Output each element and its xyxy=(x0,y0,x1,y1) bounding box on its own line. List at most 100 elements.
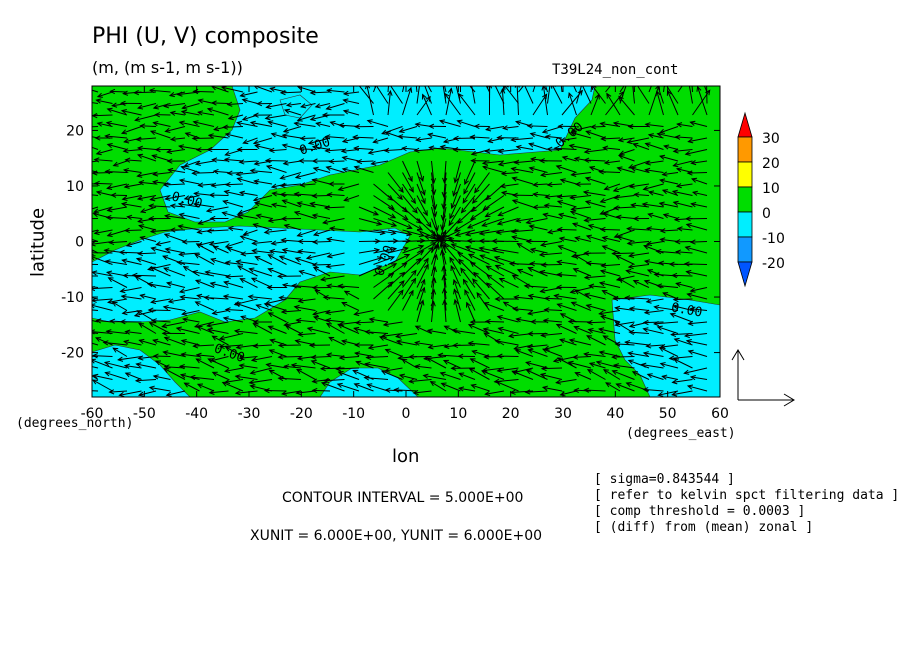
wind-vector-head xyxy=(661,189,668,195)
wind-vector-head xyxy=(209,215,216,222)
wind-vector xyxy=(107,229,128,237)
wind-vector xyxy=(364,377,389,380)
wind-vector-head xyxy=(476,66,480,71)
wind-vector xyxy=(676,282,693,288)
wind-vector-head xyxy=(544,295,550,302)
wind-vector xyxy=(691,160,708,164)
wind-vector xyxy=(137,195,157,200)
wind-vector-head xyxy=(193,202,200,208)
wind-vector-head xyxy=(612,295,619,302)
wind-vector xyxy=(510,263,534,265)
wind-vector-head xyxy=(312,239,318,245)
wind-vector-head xyxy=(542,212,549,218)
wind-vector xyxy=(541,241,563,246)
wind-vector-head xyxy=(163,103,170,109)
x-tick-label: 20 xyxy=(502,406,520,422)
wind-vector-head xyxy=(687,349,694,355)
wind-vector xyxy=(316,122,331,127)
wind-vector-head xyxy=(236,177,243,183)
wind-vector xyxy=(617,167,635,173)
wind-vector xyxy=(208,134,229,139)
wind-vector xyxy=(384,149,403,152)
wind-vector xyxy=(235,390,258,394)
wind-vector-head xyxy=(191,135,198,142)
wind-vector xyxy=(198,183,215,186)
wind-vector-head xyxy=(556,200,563,206)
wind-vector-head xyxy=(532,181,539,188)
contour-label: 0.00 xyxy=(670,300,703,320)
wind-vector-head xyxy=(380,370,387,376)
wind-vector xyxy=(672,379,693,383)
wind-vector xyxy=(673,305,693,311)
wind-vector-head xyxy=(546,146,553,152)
wind-vector-head xyxy=(541,385,548,391)
wind-vector-head xyxy=(169,110,176,116)
wind-vector xyxy=(121,126,142,134)
wind-vector-head xyxy=(430,300,436,307)
wind-vector-head xyxy=(626,226,633,232)
wind-vector xyxy=(545,86,548,93)
wind-vector-head xyxy=(353,165,360,171)
wind-vector xyxy=(373,183,393,201)
wind-vector-head xyxy=(611,354,618,360)
wind-vector xyxy=(572,223,592,231)
wind-vector xyxy=(528,267,548,277)
wind-vector xyxy=(178,203,200,208)
wind-vector xyxy=(301,103,316,108)
wind-vector-head xyxy=(668,261,675,267)
wind-vector-head xyxy=(123,363,130,369)
contour-interval-label: CONTOUR INTERVAL = 5.000E+00 xyxy=(282,490,524,506)
wind-vector-head xyxy=(122,90,129,96)
wind-vector-head xyxy=(264,115,271,121)
wind-vector xyxy=(645,160,664,165)
wind-vector-head xyxy=(659,178,666,184)
wind-vector-head xyxy=(418,250,425,256)
wind-vector xyxy=(125,331,142,334)
wind-vector xyxy=(207,229,229,232)
wind-vector-head xyxy=(263,387,270,394)
wind-vector-head xyxy=(95,98,102,104)
wind-vector xyxy=(312,214,331,219)
wind-vector-head xyxy=(683,261,690,267)
wind-vector xyxy=(225,379,244,383)
wind-vector-head xyxy=(328,158,335,165)
wind-vector-head xyxy=(223,189,230,195)
wind-vector xyxy=(485,206,505,217)
wind-vector xyxy=(385,349,403,357)
wind-vector-head xyxy=(124,329,131,335)
wind-vector xyxy=(184,195,200,200)
wind-vector xyxy=(149,386,171,392)
wind-vector xyxy=(120,287,142,292)
wind-vector xyxy=(504,86,519,104)
wind-vector xyxy=(416,287,425,311)
wind-vector xyxy=(113,160,128,167)
wind-vector xyxy=(486,274,505,288)
wind-vector-head xyxy=(109,88,116,95)
wind-vector-head xyxy=(673,216,680,223)
wind-vector-head xyxy=(124,227,130,234)
wind-vector-head xyxy=(674,239,681,245)
wind-vector xyxy=(402,245,424,254)
wind-vector-head xyxy=(395,333,402,339)
wind-vector-head xyxy=(222,199,229,205)
wind-vector xyxy=(239,191,258,196)
wind-vector xyxy=(499,278,519,288)
wind-vector xyxy=(641,364,664,369)
wind-vector xyxy=(614,195,635,199)
colorbar-label: -10 xyxy=(762,231,785,247)
wind-vector-head xyxy=(135,257,142,263)
wind-vector-head xyxy=(235,171,242,177)
wind-vector-head xyxy=(498,277,505,283)
wind-vector-head xyxy=(121,195,128,202)
wind-vector-head xyxy=(354,342,360,348)
wind-vector-head xyxy=(95,190,102,196)
wind-vector-head xyxy=(208,241,215,247)
wind-vector-head xyxy=(195,358,202,364)
wind-vector xyxy=(369,318,389,323)
wind-vector-head xyxy=(645,343,652,349)
wind-vector xyxy=(673,201,693,208)
wind-vector-head xyxy=(92,285,96,292)
wind-vector xyxy=(326,323,345,334)
wind-vector xyxy=(586,235,606,242)
wind-vector xyxy=(517,269,534,277)
